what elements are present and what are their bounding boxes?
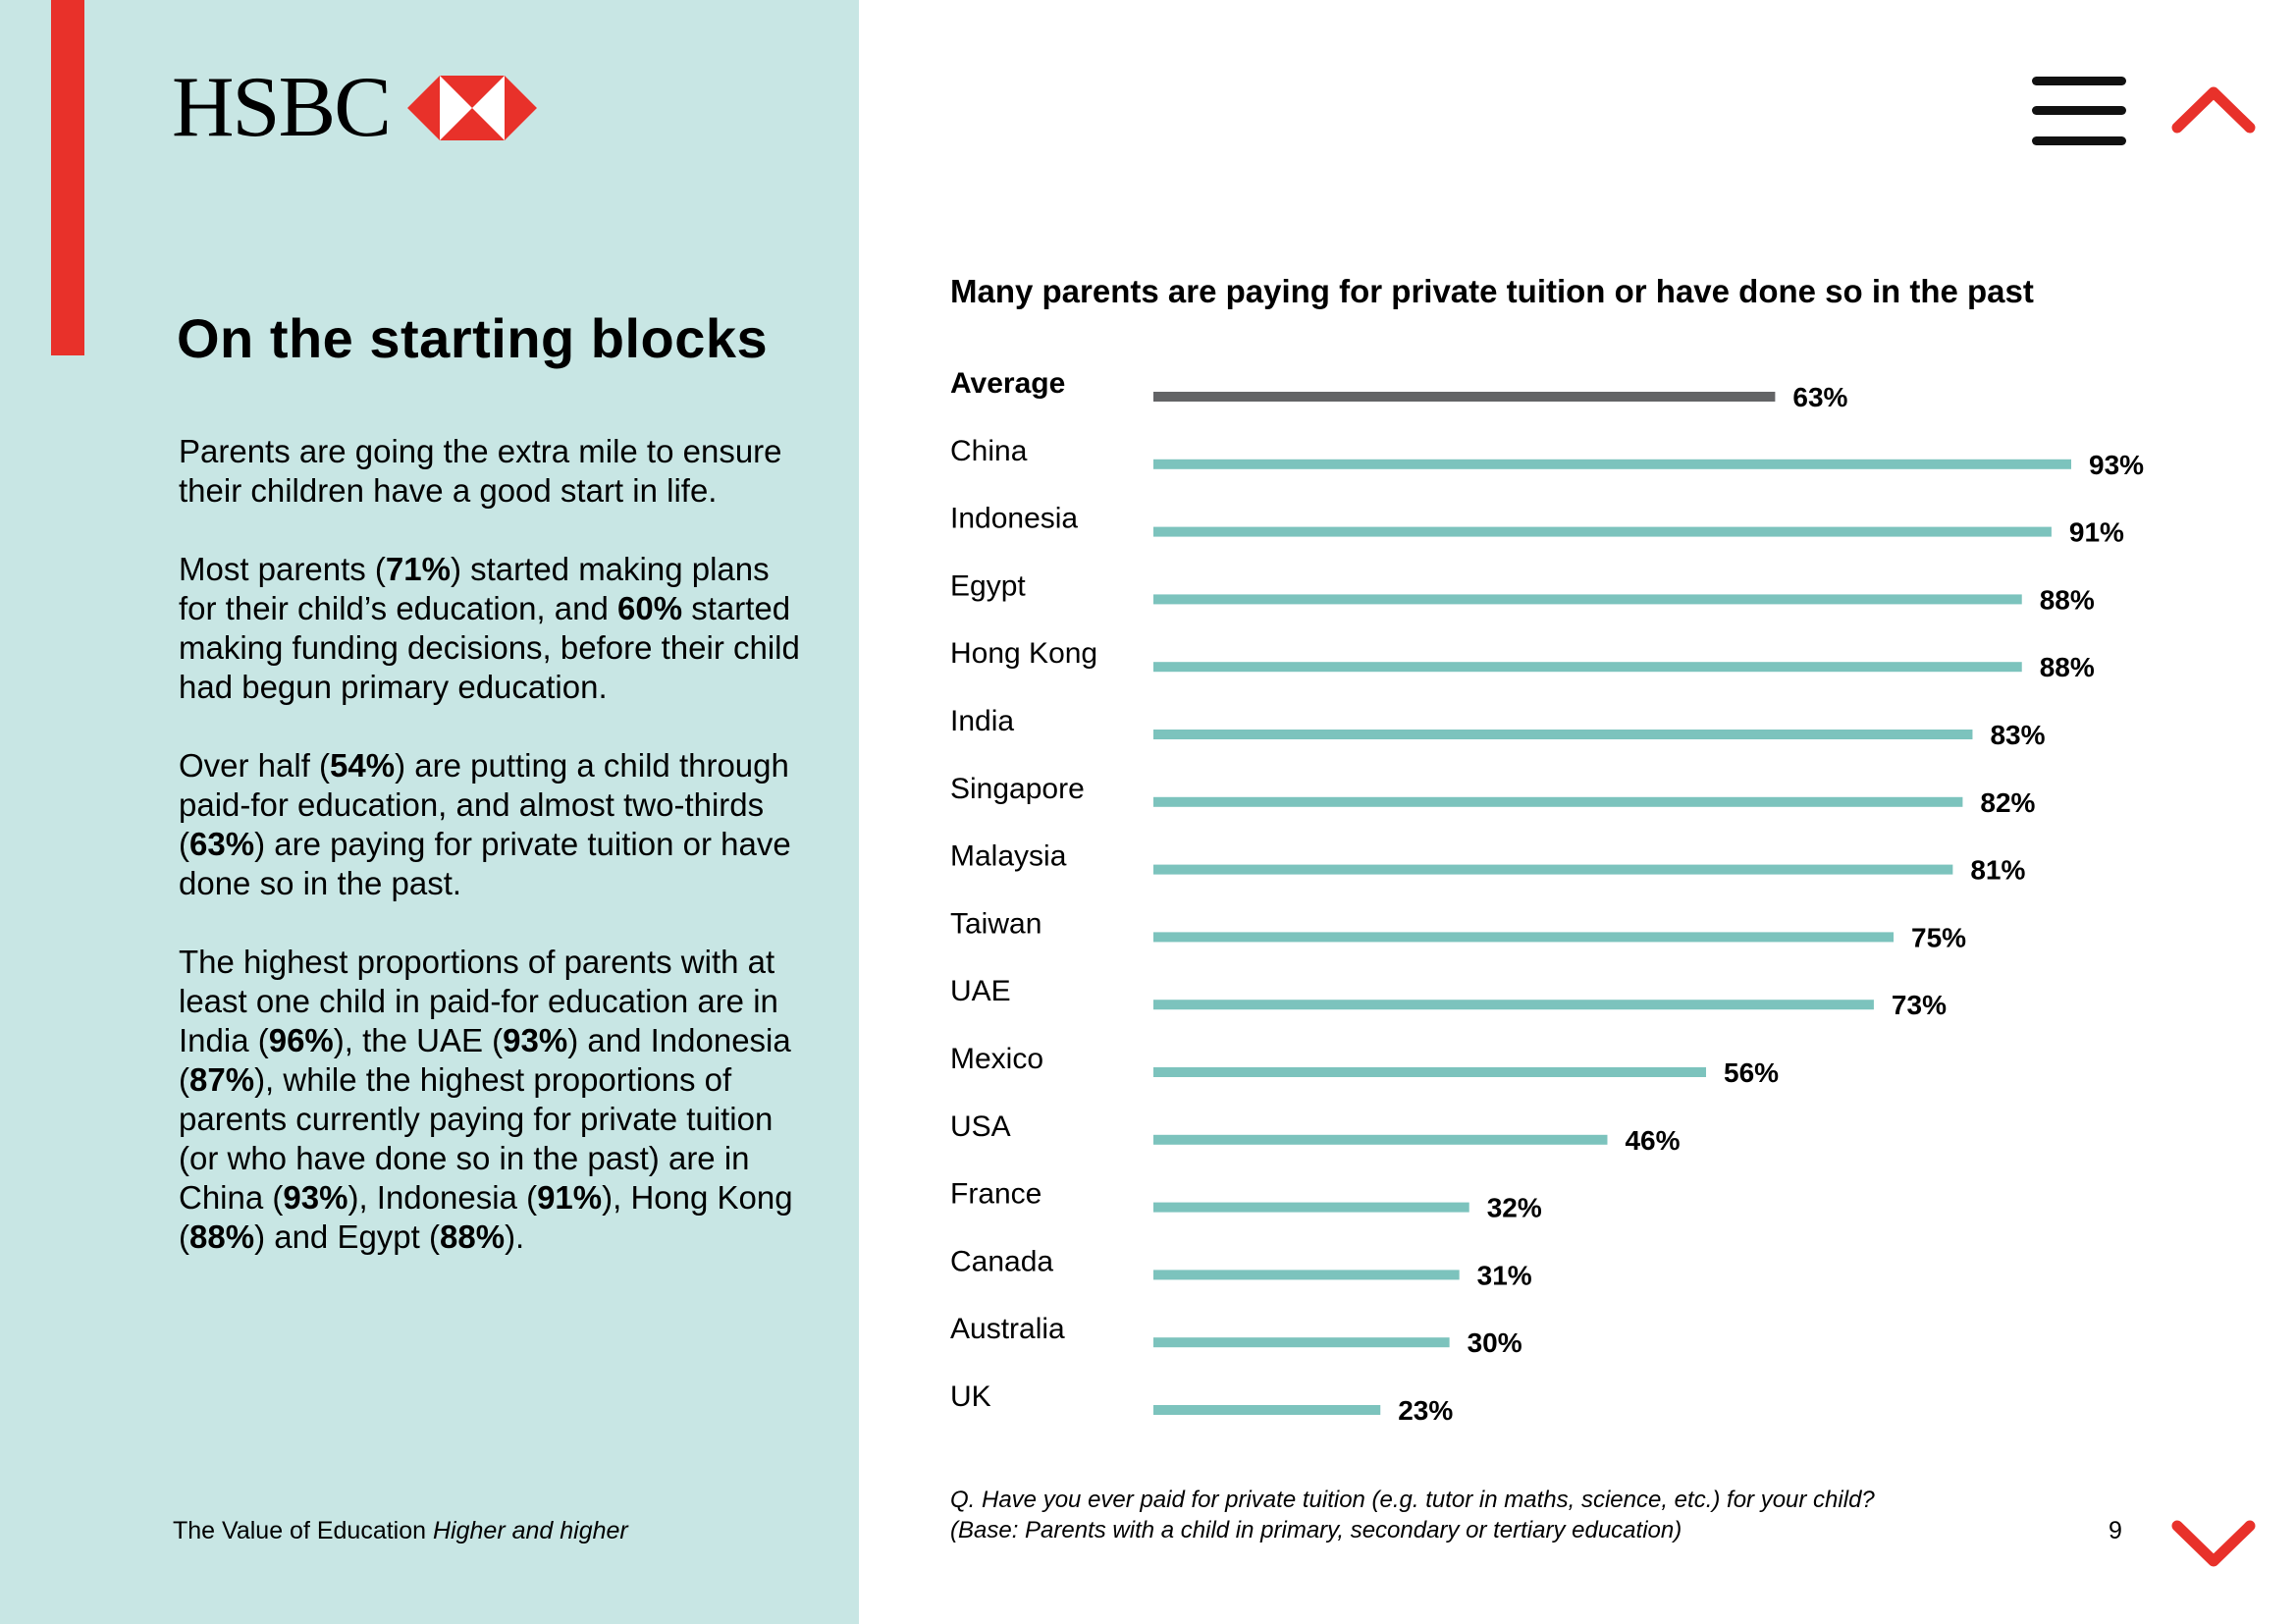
category-label: Singapore — [950, 773, 1085, 805]
bar-chart: Average 63% China 93% Indonesia 91% Egypt 88% Ho… — [950, 367, 2144, 1426]
body-paragraph: Parents are going the extra mile to ensu… — [179, 432, 807, 511]
highlight-stat: 88% — [189, 1218, 255, 1255]
body-paragraph: Over half (54%) are putting a child thro… — [179, 746, 807, 903]
data-label: 88% — [2040, 652, 2095, 682]
highlight-stat: 63% — [189, 826, 255, 862]
bar — [1153, 1134, 1608, 1145]
category-label: Taiwan — [950, 907, 1041, 940]
body-text: started making funding decisions, before… — [179, 590, 800, 705]
highlight-stat: 54% — [330, 747, 396, 784]
data-label: 63% — [1792, 382, 1847, 412]
data-label: 23% — [1398, 1395, 1453, 1426]
bar — [1153, 1000, 1874, 1010]
category-label: Malaysia — [950, 840, 1067, 873]
footnote-question: Q. Have you ever paid for private tuitio… — [950, 1487, 1875, 1513]
category-label: Average — [950, 367, 1065, 400]
category-label: Australia — [950, 1313, 1065, 1345]
body-paragraph: Most parents (71%) started making plans … — [179, 550, 807, 707]
bar — [1153, 796, 1963, 807]
data-label: 91% — [2069, 517, 2124, 548]
data-label: 32% — [1487, 1193, 1542, 1223]
bar — [1153, 594, 2022, 605]
hexagon-logo-icon — [406, 76, 537, 140]
highlight-stat: 87% — [189, 1061, 255, 1098]
accent-strip — [51, 0, 84, 355]
body-paragraph: The highest proportions of parents with … — [179, 943, 807, 1257]
hsbc-logo: HSBC — [172, 65, 537, 151]
highlight-stat: 88% — [440, 1218, 506, 1255]
body-copy: Parents are going the extra mile to ensu… — [179, 432, 807, 1296]
data-label: 56% — [1724, 1057, 1779, 1088]
body-text: Most parents ( — [179, 551, 386, 587]
bar — [1153, 392, 1776, 402]
category-label: Hong Kong — [950, 637, 1097, 670]
data-label: 46% — [1625, 1125, 1680, 1156]
category-label: USA — [950, 1110, 1011, 1143]
category-label: India — [950, 705, 1014, 737]
highlight-stat: 91% — [537, 1179, 603, 1216]
body-text: ), Indonesia ( — [347, 1179, 538, 1216]
body-text: ) started making plans for their child’s… — [179, 551, 770, 626]
data-label: 88% — [2040, 584, 2095, 615]
body-text: ) are putting a child through paid-for e… — [179, 747, 789, 862]
category-label: France — [950, 1178, 1041, 1211]
highlight-stat: 60% — [617, 590, 683, 626]
chart-footnote: Q. Have you ever paid for private tuitio… — [950, 1485, 1875, 1545]
data-label: 73% — [1892, 990, 1947, 1020]
data-label: 82% — [1980, 787, 2035, 818]
bar — [1153, 1202, 1469, 1213]
chevron-up-icon[interactable] — [2171, 82, 2256, 134]
body-text: Parents are going the extra mile to ensu… — [179, 433, 782, 509]
page-title: On the starting blocks — [177, 307, 769, 369]
page-number: 9 — [2109, 1517, 2122, 1544]
body-text: ) are paying for private tuition or have… — [179, 826, 791, 901]
data-label: 31% — [1477, 1260, 1532, 1290]
footnote-base: (Base: Parents with a child in primary, … — [950, 1517, 1682, 1543]
bar — [1153, 662, 2022, 673]
body-text: ), Hong Kong ( — [179, 1179, 793, 1255]
publication-footer: The Value of Education Higher and higher — [173, 1517, 628, 1545]
body-text: Over half ( — [179, 747, 331, 784]
data-label: 83% — [1990, 720, 2045, 750]
category-label: Indonesia — [950, 503, 1078, 535]
hamburger-menu-icon[interactable] — [2032, 77, 2126, 145]
category-label: UK — [950, 1380, 991, 1413]
data-label: 75% — [1911, 922, 1966, 952]
publication-subtitle: Higher and higher — [433, 1517, 628, 1544]
bar — [1153, 1337, 1450, 1348]
body-text: ) and Indonesia ( — [179, 1022, 791, 1098]
bar — [1153, 1067, 1707, 1077]
bar — [1153, 1405, 1381, 1415]
body-text: The highest proportions of parents with … — [179, 944, 778, 1058]
left-panel — [0, 0, 859, 1624]
category-label: China — [950, 435, 1028, 467]
body-text: ) and Egypt ( — [254, 1218, 440, 1255]
body-text: ), the UAE ( — [333, 1022, 504, 1058]
category-label: Egypt — [950, 569, 1026, 602]
chevron-down-icon[interactable] — [2171, 1520, 2256, 1571]
bar — [1153, 864, 1953, 875]
publication-name: The Value of Education — [173, 1517, 427, 1544]
highlight-stat: 71% — [385, 551, 451, 587]
data-label: 93% — [2089, 450, 2144, 480]
body-text: ), while the highest proportions of pare… — [179, 1061, 774, 1216]
bar — [1153, 1270, 1460, 1280]
highlight-stat: 96% — [268, 1022, 334, 1058]
bar — [1153, 730, 1973, 739]
category-label: Canada — [950, 1245, 1053, 1277]
body-text: ). — [505, 1218, 525, 1255]
category-label: Mexico — [950, 1043, 1043, 1075]
bar — [1153, 526, 2052, 537]
data-label: 30% — [1468, 1327, 1522, 1358]
bar — [1153, 932, 1895, 943]
data-label: 81% — [1970, 855, 2025, 886]
bar — [1153, 459, 2071, 469]
chart-title: Many parents are paying for private tuit… — [950, 273, 2034, 309]
logo-wordmark: HSBC — [172, 60, 392, 155]
highlight-stat: 93% — [283, 1179, 348, 1216]
category-label: UAE — [950, 975, 1011, 1007]
highlight-stat: 93% — [503, 1022, 568, 1058]
